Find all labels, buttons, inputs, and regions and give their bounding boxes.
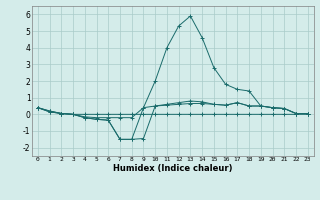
X-axis label: Humidex (Indice chaleur): Humidex (Indice chaleur): [113, 164, 233, 173]
